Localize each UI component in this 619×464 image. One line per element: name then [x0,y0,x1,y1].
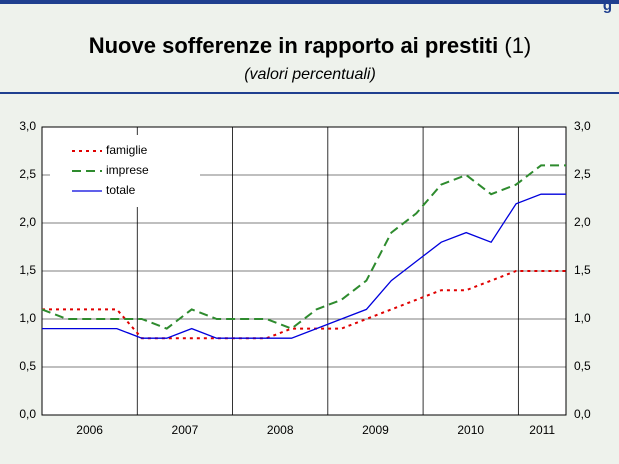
y-tick-label: 0,0 [19,407,36,421]
y2-tick-label: 2,0 [574,215,591,229]
corner-text: g [603,0,612,14]
y-tick-label: 3,0 [19,119,36,133]
y-tick-label: 1,0 [19,311,36,325]
series-line [41,164,566,330]
chart-subtitle: (valori percentuali) [244,66,376,83]
y2-tick-label: 0,0 [574,407,591,421]
separator [0,92,619,94]
legend-label: imprese [106,163,149,177]
series-line [42,193,566,339]
y2-tick-label: 3,0 [574,119,591,133]
y2-tick-label: 1,5 [574,263,591,277]
title-main: Nuove sofferenze in rapporto ai prestiti [89,33,499,58]
y-tick-label: 2,0 [19,215,36,229]
x-tick-label: 2007 [172,423,199,437]
y2-tick-label: 0,5 [574,359,591,373]
series-line [42,270,566,340]
x-tick-label: 2006 [76,423,103,437]
x-tick-label: 2011 [529,423,555,437]
title-note: (1) [504,33,531,58]
legend-label: totale [106,183,136,197]
legend-label: famiglie [106,143,148,157]
y2-tick-label: 2,5 [574,167,591,181]
top-bar [0,0,619,4]
x-tick-label: 2008 [267,423,294,437]
x-tick-label: 2009 [362,423,389,437]
y-tick-label: 1,5 [19,263,36,277]
chart-title: Nuove sofferenze in rapporto ai prestiti… [89,33,532,58]
x-tick-label: 2010 [457,423,484,437]
y-tick-label: 0,5 [19,359,36,373]
y-tick-label: 2,5 [19,167,36,181]
y2-tick-label: 1,0 [574,311,591,325]
